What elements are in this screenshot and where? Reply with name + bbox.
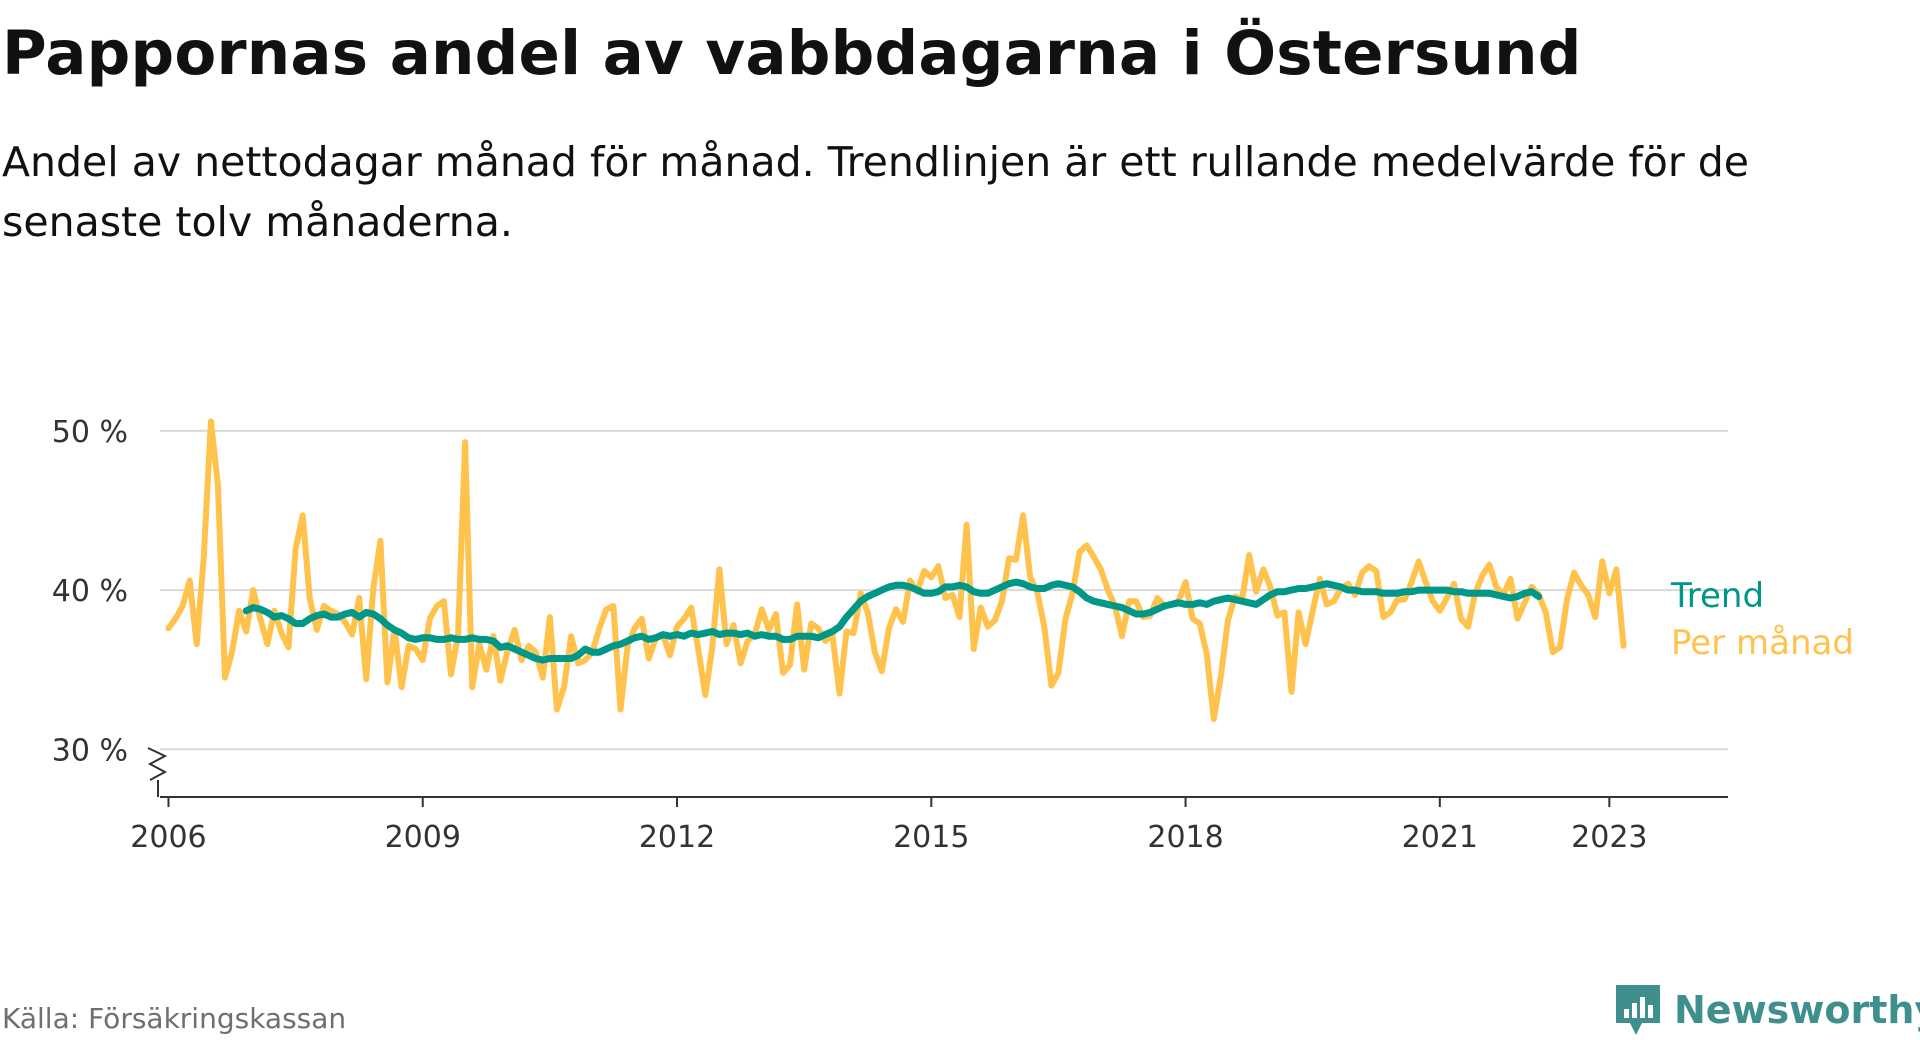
series-line-per-manad — [165, 418, 1627, 722]
legend: Trend Per månad — [1670, 576, 1854, 663]
axis-break-mark — [147, 747, 168, 781]
newsworthy-logo-icon — [1616, 985, 1660, 1035]
chart-subtitle: Andel av nettodagar månad för månad. Tre… — [2, 138, 1749, 240]
y-tick-label: 40 % — [52, 574, 128, 609]
source-note: Källa: Försäkringskassan — [2, 1002, 347, 1035]
x-tick-label: 2009 — [385, 820, 461, 855]
y-tick-label: 30 % — [52, 733, 128, 768]
chart-title: Pappornas andel av vabbdagarna i Östersu… — [2, 18, 1582, 89]
x-tick-label: 2018 — [1147, 820, 1223, 855]
brand-logo: Newsworthy — [1612, 983, 1920, 1037]
x-tick-label: 2012 — [639, 820, 715, 855]
x-tick-label: 2021 — [1402, 820, 1478, 855]
axes: 30 % 40 % 50 % 2006 2009 2012 2015 2018 2021 2023 — [52, 415, 1728, 855]
brand-name: Newsworthy — [1674, 988, 1920, 1032]
x-tick-label: 2023 — [1571, 820, 1647, 855]
y-tick-label: 50 % — [52, 415, 128, 450]
legend-label-trend: Trend — [1670, 576, 1764, 616]
series — [165, 418, 1627, 722]
legend-label-per-manad: Per månad — [1671, 623, 1854, 663]
series-line-trend — [242, 578, 1543, 664]
x-tick-label: 2006 — [130, 820, 206, 855]
x-tick-label: 2015 — [893, 820, 969, 855]
